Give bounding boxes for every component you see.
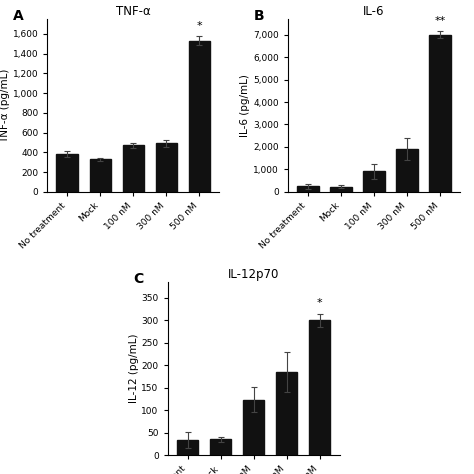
Bar	[155, 144, 177, 192]
Text: B: B	[254, 9, 264, 23]
Title: IL-12p70: IL-12p70	[228, 268, 279, 281]
Text: *: *	[317, 299, 322, 309]
Bar	[297, 186, 319, 192]
Text: A: A	[13, 9, 24, 23]
Bar	[189, 41, 210, 192]
Bar	[123, 146, 144, 192]
Bar	[210, 439, 231, 455]
Text: *: *	[197, 21, 202, 31]
Title: TNF-α: TNF-α	[116, 5, 151, 18]
Y-axis label: IL-12 (pg/mL): IL-12 (pg/mL)	[128, 334, 138, 403]
Bar	[56, 155, 78, 192]
Bar	[276, 372, 297, 455]
Bar	[396, 149, 418, 192]
Bar	[177, 440, 198, 455]
Y-axis label: IL-6 (pg/mL): IL-6 (pg/mL)	[240, 74, 250, 137]
Text: C: C	[133, 272, 144, 286]
Y-axis label: TNF-α (pg/mL): TNF-α (pg/mL)	[0, 68, 10, 143]
Bar	[429, 35, 451, 192]
Title: IL-6: IL-6	[363, 5, 384, 18]
Bar	[330, 187, 352, 192]
Bar	[90, 159, 111, 192]
Bar	[363, 171, 384, 192]
Bar	[243, 400, 264, 455]
Bar	[309, 320, 330, 455]
Text: **: **	[434, 16, 446, 26]
